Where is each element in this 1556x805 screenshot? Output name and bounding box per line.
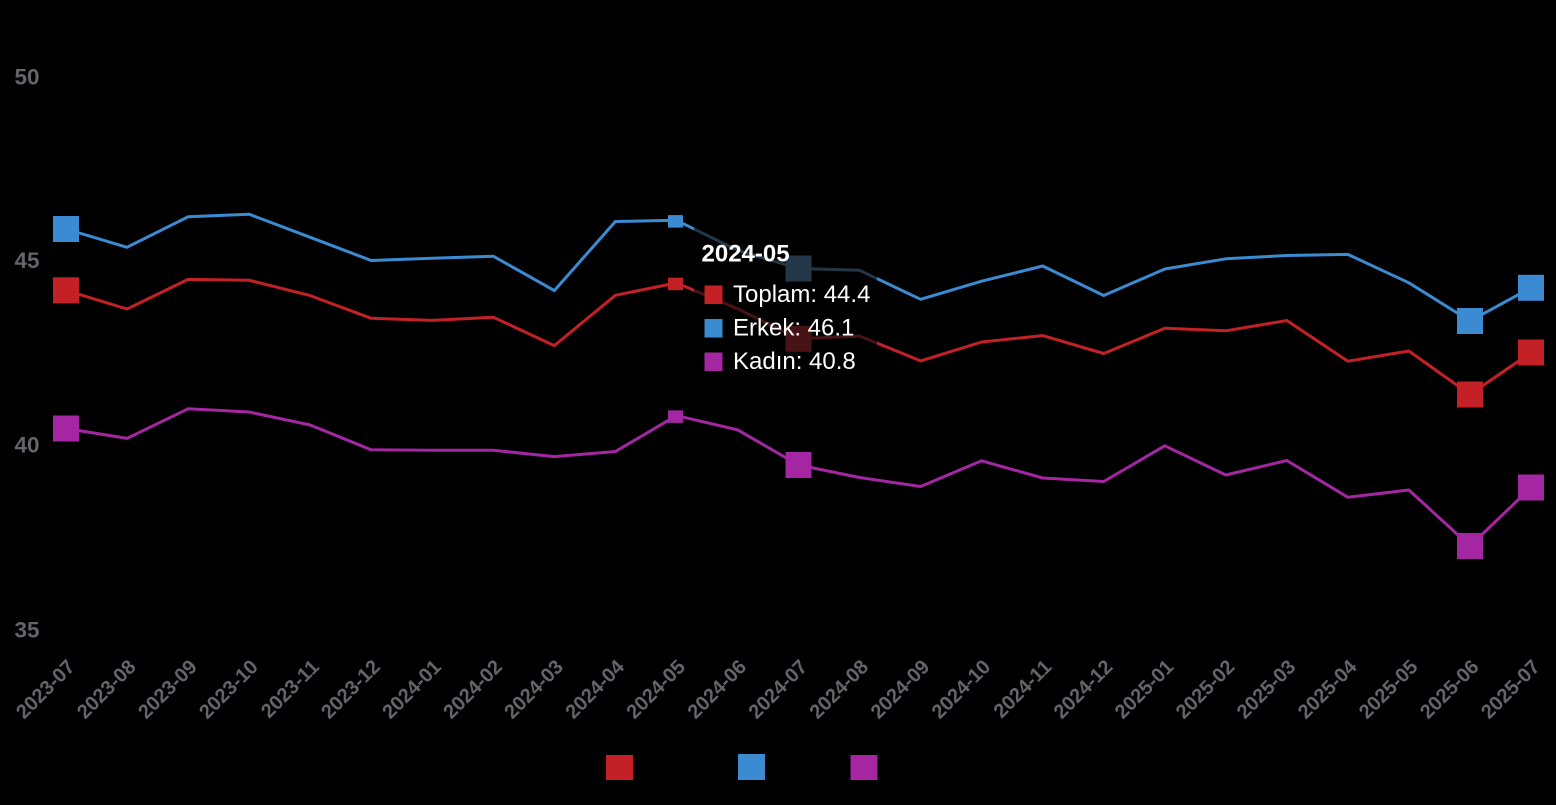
- svg-text:Erkek: 46.1: Erkek: 46.1: [733, 315, 854, 342]
- svg-text:35: 35: [14, 617, 39, 642]
- svg-text:Toplam: 44.4: Toplam: 44.4: [733, 281, 870, 308]
- svg-text:40: 40: [14, 433, 39, 458]
- svg-text:50: 50: [14, 65, 39, 90]
- svg-text:2024-05: 2024-05: [702, 241, 790, 268]
- svg-text:Kadın: 40.8: Kadın: 40.8: [733, 348, 856, 375]
- svg-text:45: 45: [14, 248, 39, 273]
